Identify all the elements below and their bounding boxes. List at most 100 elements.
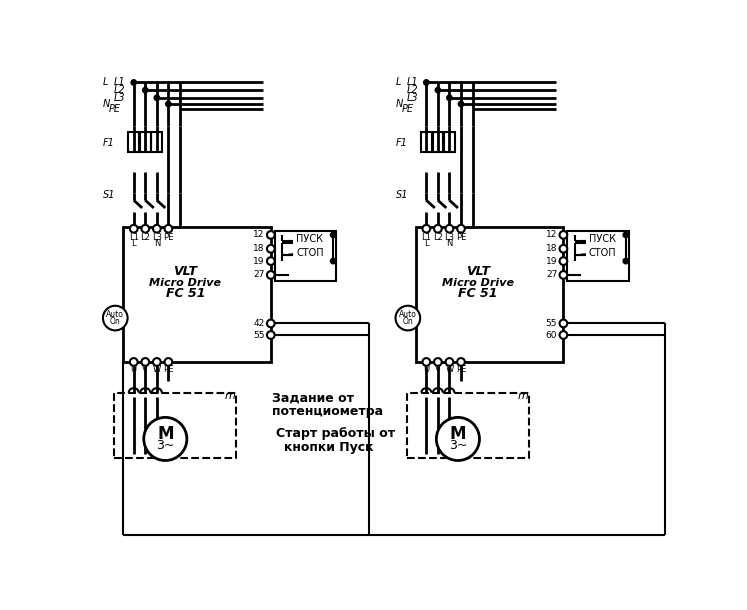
- Text: U: U: [424, 365, 430, 374]
- Circle shape: [330, 259, 336, 264]
- Text: L: L: [396, 77, 401, 87]
- Text: 55: 55: [546, 319, 557, 328]
- Circle shape: [457, 225, 465, 232]
- Circle shape: [141, 358, 149, 366]
- Text: потенциометра: потенциометра: [273, 406, 383, 418]
- Circle shape: [560, 331, 567, 339]
- Text: PE: PE: [456, 234, 466, 243]
- Text: m: m: [517, 391, 528, 401]
- Text: Auto: Auto: [399, 310, 417, 318]
- Text: VLT: VLT: [173, 265, 197, 278]
- Text: 3~: 3~: [156, 439, 175, 451]
- Circle shape: [560, 271, 567, 279]
- Text: L2: L2: [114, 85, 125, 95]
- Text: PE: PE: [163, 365, 173, 374]
- Circle shape: [436, 87, 441, 93]
- Circle shape: [164, 225, 173, 232]
- Circle shape: [423, 358, 430, 366]
- Circle shape: [154, 95, 160, 101]
- Text: 18: 18: [253, 244, 264, 253]
- Text: Micro Drive: Micro Drive: [442, 278, 514, 288]
- Circle shape: [131, 80, 137, 85]
- Circle shape: [447, 95, 452, 101]
- Text: PE: PE: [402, 104, 414, 115]
- Text: V: V: [143, 365, 148, 374]
- Circle shape: [434, 225, 441, 232]
- Text: F1: F1: [103, 137, 115, 148]
- Text: N: N: [396, 99, 403, 109]
- Text: N: N: [446, 239, 453, 248]
- Circle shape: [623, 259, 628, 264]
- Circle shape: [446, 225, 453, 232]
- Text: m: m: [225, 391, 235, 401]
- Text: 27: 27: [546, 270, 557, 279]
- Circle shape: [560, 245, 567, 253]
- Text: 12: 12: [253, 231, 264, 239]
- Text: СТОП: СТОП: [589, 248, 616, 259]
- Text: U: U: [131, 365, 137, 374]
- Circle shape: [103, 306, 128, 331]
- Text: L3: L3: [444, 234, 454, 243]
- Circle shape: [457, 358, 465, 366]
- Circle shape: [623, 232, 628, 238]
- Bar: [123, 227, 271, 362]
- Text: 12: 12: [546, 231, 557, 239]
- Circle shape: [164, 358, 173, 366]
- Circle shape: [267, 231, 275, 239]
- Circle shape: [166, 101, 171, 107]
- Text: 19: 19: [546, 257, 557, 265]
- Text: Auto: Auto: [106, 310, 124, 318]
- Text: VLT: VLT: [466, 265, 490, 278]
- Circle shape: [560, 257, 567, 265]
- Text: 42: 42: [253, 319, 264, 328]
- Text: S1: S1: [396, 190, 408, 200]
- Bar: [421, 132, 432, 152]
- Text: F1: F1: [396, 137, 407, 148]
- Text: 60: 60: [546, 331, 557, 340]
- Circle shape: [330, 232, 336, 238]
- Circle shape: [396, 306, 420, 331]
- Circle shape: [143, 87, 148, 93]
- Circle shape: [560, 231, 567, 239]
- Bar: [415, 227, 563, 362]
- Text: S1: S1: [103, 190, 116, 200]
- Bar: [433, 132, 443, 152]
- Text: Задание от: Задание от: [273, 392, 354, 404]
- Text: PE: PE: [163, 234, 173, 243]
- Text: М: М: [157, 425, 173, 443]
- Text: L3: L3: [114, 93, 125, 103]
- Text: Micro Drive: Micro Drive: [149, 278, 221, 288]
- Text: L1: L1: [128, 234, 139, 243]
- Text: L3: L3: [152, 234, 162, 243]
- Text: W: W: [152, 365, 161, 374]
- Text: L1: L1: [114, 77, 125, 87]
- Circle shape: [141, 225, 149, 232]
- Text: СТОП: СТОП: [297, 248, 324, 259]
- Text: L1: L1: [406, 77, 418, 87]
- Text: L: L: [424, 239, 429, 248]
- Text: Старт работы от: Старт работы от: [276, 427, 395, 440]
- Text: L1: L1: [421, 234, 431, 243]
- Text: FC 51: FC 51: [458, 287, 498, 300]
- Circle shape: [424, 80, 429, 85]
- Circle shape: [267, 320, 275, 328]
- Text: 27: 27: [253, 270, 264, 279]
- Circle shape: [446, 358, 453, 366]
- Text: 19: 19: [253, 257, 264, 265]
- Circle shape: [267, 257, 275, 265]
- Text: кнопки Пуск: кнопки Пуск: [284, 441, 374, 454]
- Text: N: N: [154, 239, 160, 248]
- Circle shape: [143, 417, 187, 461]
- Text: 18: 18: [546, 244, 557, 253]
- Circle shape: [459, 101, 464, 107]
- Circle shape: [267, 271, 275, 279]
- Circle shape: [130, 358, 137, 366]
- Circle shape: [153, 225, 161, 232]
- Text: ПУСК: ПУСК: [589, 234, 616, 244]
- Circle shape: [130, 225, 137, 232]
- Text: ПУСК: ПУСК: [297, 234, 323, 244]
- Text: М: М: [450, 425, 466, 443]
- Text: 55: 55: [253, 331, 264, 340]
- Bar: [275, 231, 336, 281]
- Circle shape: [153, 358, 161, 366]
